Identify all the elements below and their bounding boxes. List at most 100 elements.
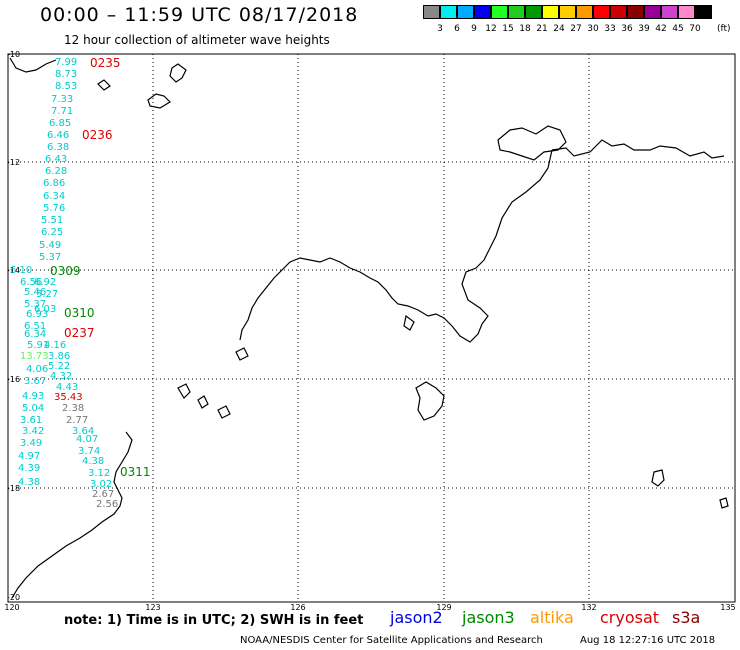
color-scale-label: 30 xyxy=(587,24,599,34)
wave-height-value: 6.34 xyxy=(43,191,66,202)
wave-height-value: 3.67 xyxy=(24,376,47,387)
legend-s3a: s3a xyxy=(672,608,701,627)
lat-label: -12 xyxy=(7,158,21,167)
pass-time-label: 0310 xyxy=(64,306,95,320)
wave-height-value: 4.97 xyxy=(18,451,41,462)
wave-height-value: 5.37 xyxy=(39,252,62,263)
lat-label: -14 xyxy=(7,266,21,275)
wave-height-value: 6.46 xyxy=(47,130,70,141)
lat-label: -10 xyxy=(7,50,21,59)
wave-height-value: 4.32 xyxy=(50,371,73,382)
wave-height-value: 6.85 xyxy=(49,118,72,129)
color-swatch xyxy=(491,5,508,19)
color-scale-label: 42 xyxy=(655,24,667,34)
color-scale-label: 15 xyxy=(502,24,514,34)
color-swatch xyxy=(474,5,491,19)
wave-height-value: 3.12 xyxy=(88,468,111,479)
wave-height-value: 3.64 xyxy=(72,426,95,437)
wave-height-value: 5.76 xyxy=(43,203,66,214)
wave-height-value: 6.56 xyxy=(20,277,43,288)
wave-height-value: 4.39 xyxy=(18,463,41,474)
color-scale-label: 6 xyxy=(454,24,460,34)
units-label: (ft) xyxy=(717,24,731,34)
wave-height-value: 5.49 xyxy=(39,240,62,251)
pass-time-label: 0237 xyxy=(64,326,95,340)
wave-height-value: 3.42 xyxy=(22,426,45,437)
color-swatch xyxy=(525,5,542,19)
wave-height-value: 6.43 xyxy=(45,154,68,165)
wave-height-value: 8.53 xyxy=(55,81,78,92)
color-scale-label: 18 xyxy=(519,24,531,34)
coastline xyxy=(9,57,729,599)
color-swatch xyxy=(678,5,695,19)
map-subtitle: 12 hour collection of altimeter wave hei… xyxy=(64,33,330,47)
wave-height-value: 4.06 xyxy=(26,364,49,375)
wave-height-value: 3.74 xyxy=(78,446,101,457)
wave-height-value: 2.38 xyxy=(62,403,85,414)
wave-height-value: 4.93 xyxy=(22,391,45,402)
wave-height-value: 8.73 xyxy=(55,69,78,80)
color-swatch xyxy=(559,5,576,19)
lon-label: 123 xyxy=(145,603,161,612)
pass-time-label: 0311 xyxy=(120,465,151,479)
color-scale-label: 70 xyxy=(689,24,701,34)
wave-height-value: 3.86 xyxy=(48,351,71,362)
color-swatch xyxy=(508,5,525,19)
color-scale-label: 36 xyxy=(621,24,633,34)
color-swatch xyxy=(661,5,678,19)
wave-height-value: 2.67 xyxy=(92,489,115,500)
lat-label: -16 xyxy=(7,375,21,384)
footer-note: note: 1) Time is in UTC; 2) SWH is in fe… xyxy=(64,613,364,628)
lat-label: -20 xyxy=(7,593,21,602)
color-swatch xyxy=(440,5,457,19)
legend-jason3: jason3 xyxy=(462,608,515,627)
color-swatch xyxy=(644,5,661,19)
color-swatch xyxy=(610,5,627,19)
wave-height-value: 4.38 xyxy=(82,456,105,467)
generation-timestamp: Aug 18 12:27:16 UTC 2018 xyxy=(580,635,716,646)
color-scale-label: 9 xyxy=(471,24,477,34)
wave-height-value: 4.38 xyxy=(18,477,41,488)
wave-height-value: 5.22 xyxy=(48,361,71,372)
legend-cryosat: cryosat xyxy=(600,608,660,627)
wave-height-value: 6.25 xyxy=(41,227,64,238)
wave-height-value: 5.37 xyxy=(24,299,47,310)
wave-height-value: 6.34 xyxy=(24,329,47,340)
pass-time-label: 0236 xyxy=(82,128,113,142)
credit-line: NOAA/NESDIS Center for Satellite Applica… xyxy=(240,635,543,646)
wave-height-value: 4.16 xyxy=(44,340,67,351)
color-swatch xyxy=(457,5,474,19)
wave-height-value: 6.51 xyxy=(24,321,47,332)
color-scale-label: 3 xyxy=(437,24,443,34)
wave-height-value: 5.04 xyxy=(22,403,45,414)
lat-label: -18 xyxy=(7,484,21,493)
wave-height-value: 6.86 xyxy=(43,178,66,189)
wave-height-value: 5.51 xyxy=(41,215,64,226)
pass-time-label: 0235 xyxy=(90,56,121,70)
wave-height-value: 2.77 xyxy=(66,415,89,426)
latitude-gridlines xyxy=(8,161,735,489)
wave-height-value: 3.49 xyxy=(20,438,43,449)
wave-height-value: 6.03 xyxy=(34,304,57,315)
wave-height-value: 35.43 xyxy=(54,392,83,403)
wave-height-value: 7.71 xyxy=(51,106,74,117)
color-swatch xyxy=(576,5,593,19)
wave-height-value: 3.61 xyxy=(20,415,43,426)
color-scale-label: 27 xyxy=(570,24,582,34)
wave-height-value: 2.56 xyxy=(96,499,119,510)
wave-height-value: 4.07 xyxy=(76,434,99,445)
color-swatch xyxy=(593,5,610,19)
lon-label: 120 xyxy=(4,603,20,612)
wave-height-value: 6.92 xyxy=(34,277,57,288)
wave-height-value: 6.10 xyxy=(10,265,33,276)
lon-label: 126 xyxy=(290,603,306,612)
color-swatch xyxy=(695,5,712,19)
lon-label: 135 xyxy=(720,603,736,612)
wave-height-value: 5.91 xyxy=(27,340,50,351)
color-swatch xyxy=(423,5,440,19)
color-scale-label: 33 xyxy=(604,24,616,34)
map-frame xyxy=(7,53,736,603)
wave-height-value: 5.46 xyxy=(24,287,47,298)
legend-altika: altika xyxy=(530,608,574,627)
